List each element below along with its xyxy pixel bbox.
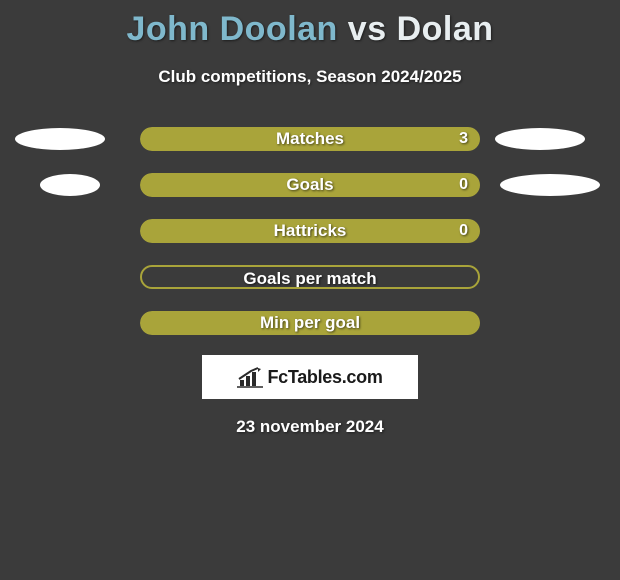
stat-value: 3: [459, 127, 468, 151]
fctables-logo: FcTables.com: [202, 355, 418, 399]
stats-chart: Matches3Goals0Hattricks0Goals per matchM…: [0, 127, 620, 335]
stat-bar: Goals per match: [140, 265, 480, 289]
page-title: John Doolan vs Dolan: [0, 0, 620, 49]
chart-icon: [237, 366, 263, 388]
stat-row: Matches3: [0, 127, 620, 151]
logo-text: FcTables.com: [267, 367, 382, 388]
stat-row: Min per goal: [0, 311, 620, 335]
date-label: 23 november 2024: [0, 417, 620, 437]
stat-label: Goals per match: [142, 267, 478, 289]
decor-ellipse-right: [495, 128, 585, 150]
title-player1: John Doolan: [126, 10, 337, 48]
stat-label: Hattricks: [140, 219, 480, 243]
subtitle: Club competitions, Season 2024/2025: [0, 67, 620, 87]
title-player2: Dolan: [397, 10, 494, 48]
decor-ellipse-left: [15, 128, 105, 150]
stat-bar: Goals0: [140, 173, 480, 197]
decor-ellipse-right: [500, 174, 600, 196]
stat-row: Hattricks0: [0, 219, 620, 243]
stat-label: Matches: [140, 127, 480, 151]
stat-value: 0: [459, 173, 468, 197]
stat-row: Goals per match: [0, 265, 620, 289]
title-vs: vs: [348, 10, 387, 48]
decor-ellipse-left: [40, 174, 100, 196]
stat-bar: Matches3: [140, 127, 480, 151]
stat-row: Goals0: [0, 173, 620, 197]
stat-label: Goals: [140, 173, 480, 197]
stat-value: 0: [459, 219, 468, 243]
stat-label: Min per goal: [140, 311, 480, 335]
stat-bar: Hattricks0: [140, 219, 480, 243]
stat-bar: Min per goal: [140, 311, 480, 335]
